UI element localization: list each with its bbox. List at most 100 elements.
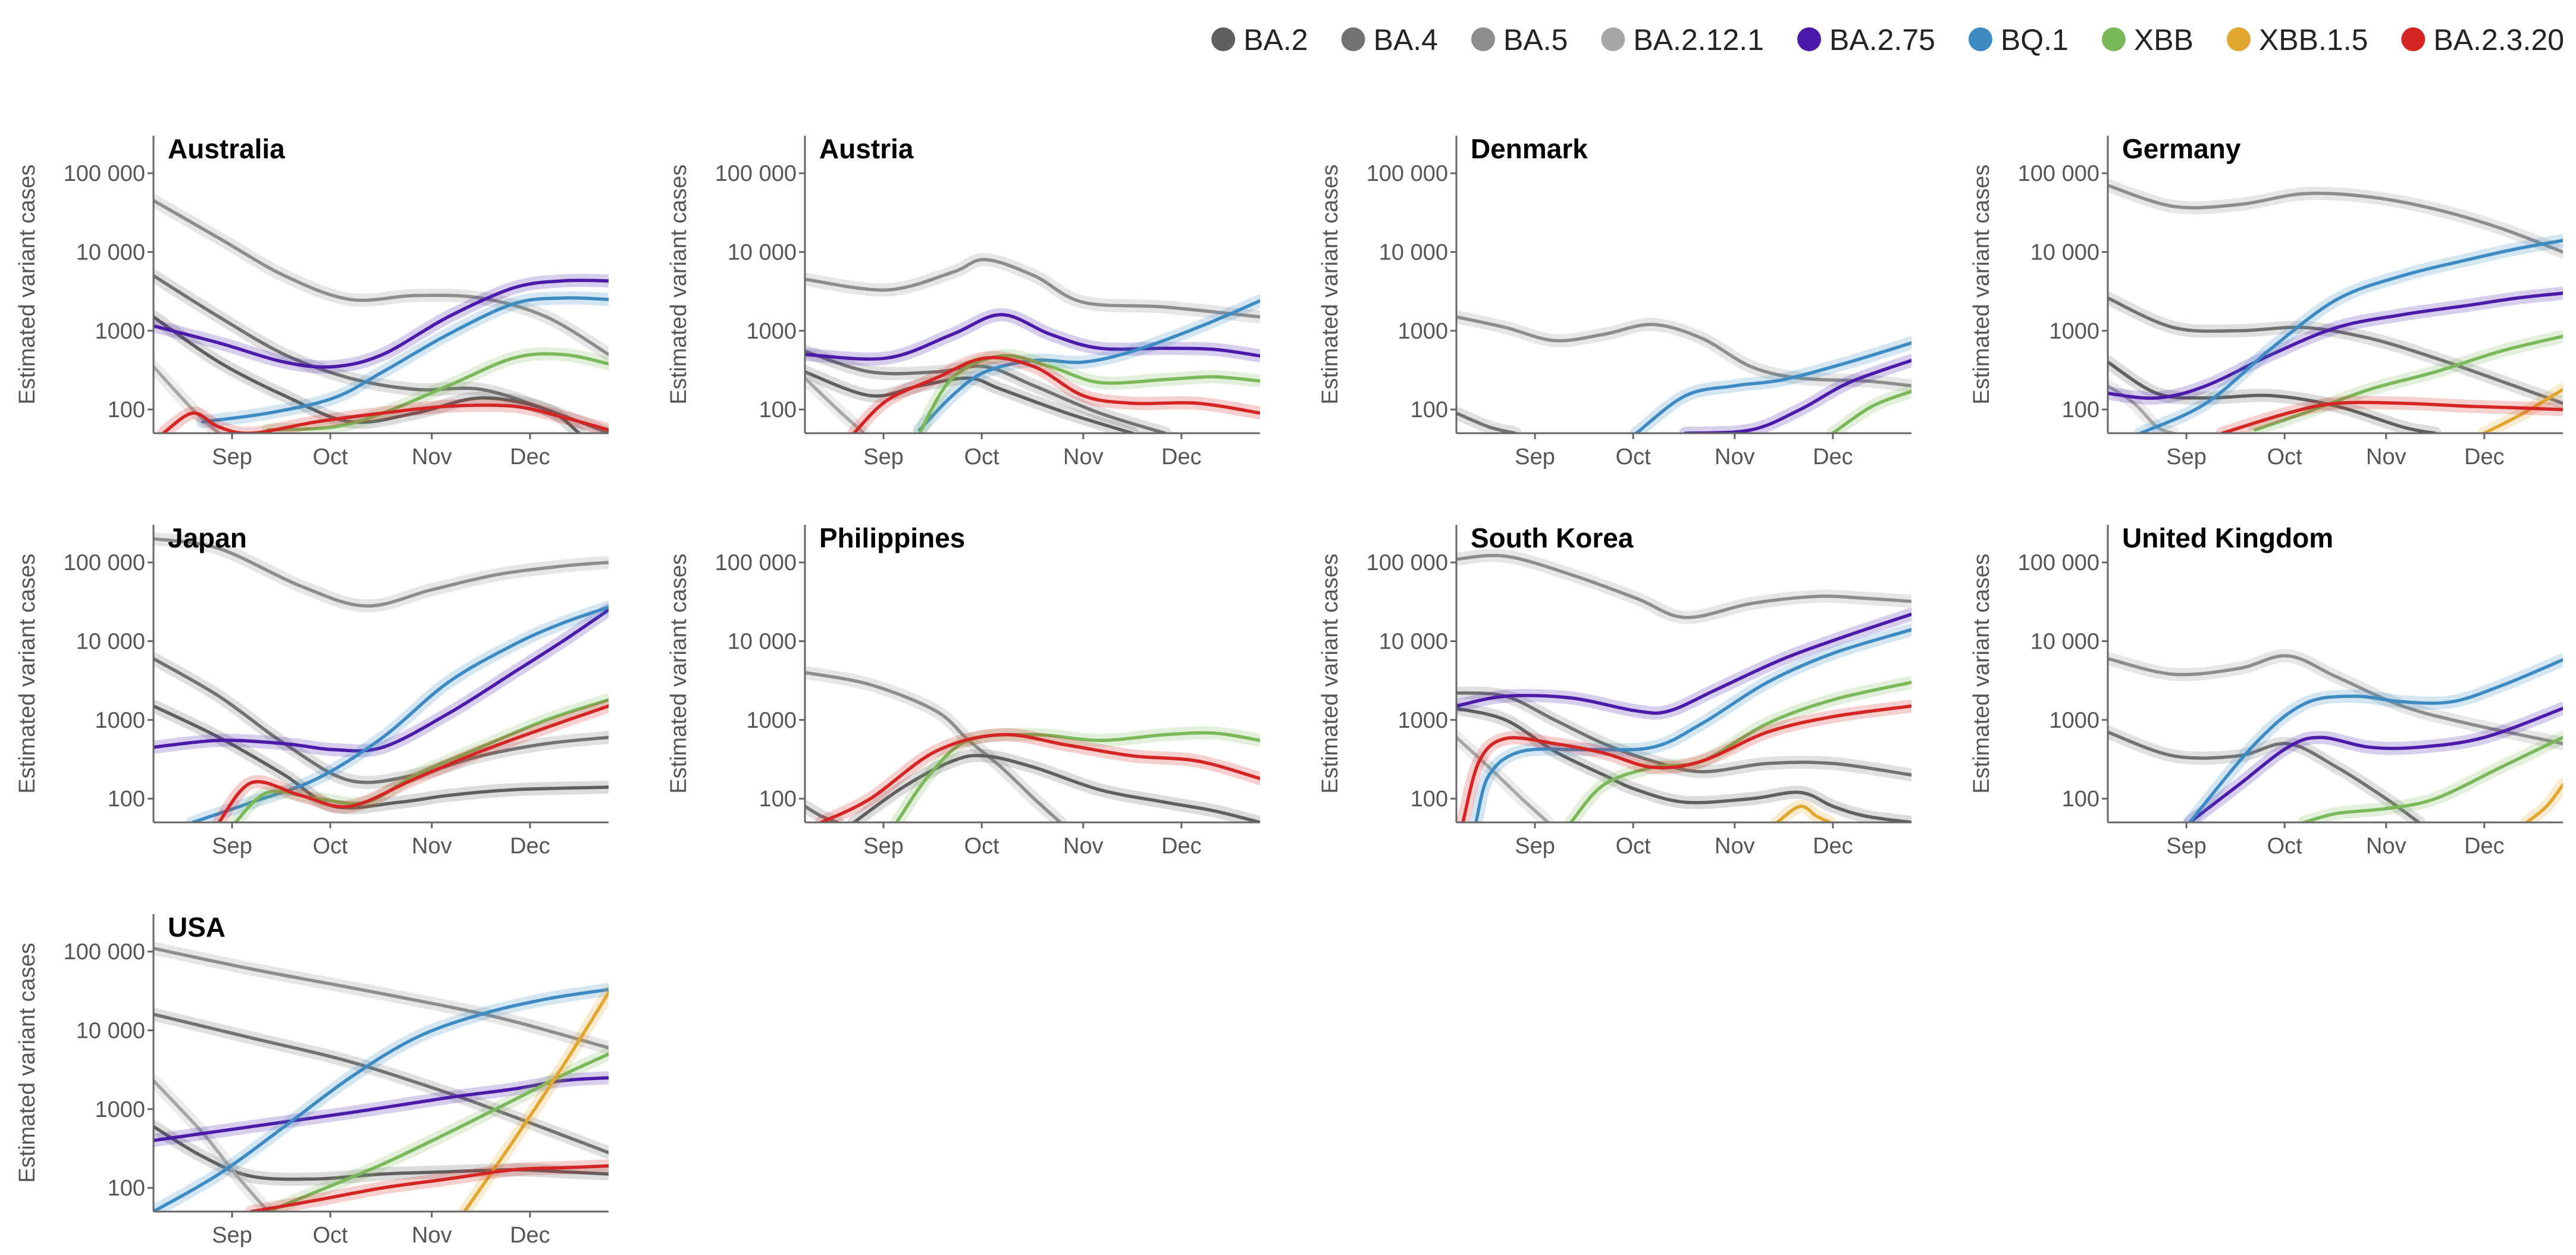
legend-label-ba-5: BA.5 xyxy=(1503,23,1568,57)
y-tick-label: 100 xyxy=(1411,398,1448,422)
series-line-bq-1 xyxy=(200,296,609,424)
series-group xyxy=(153,194,609,433)
x-tick-label: Sep xyxy=(2166,834,2207,859)
x-tick-label: Oct xyxy=(1616,834,1651,859)
series-line-ba-2-3-20 xyxy=(2220,400,2563,433)
series-line-ba-4 xyxy=(805,349,1167,433)
series-line-ba-2-3-20 xyxy=(217,704,609,822)
series-group xyxy=(805,253,1260,433)
series-line-ba-5 xyxy=(153,199,609,356)
x-tick-label: Sep xyxy=(2166,445,2207,470)
x-tick-label: Oct xyxy=(313,445,349,470)
x-tick-label: Sep xyxy=(1515,445,1555,470)
series-line-ba-2-12-1 xyxy=(1456,736,1550,822)
legend-label-xbb-1-5: XBB.1.5 xyxy=(2259,23,2368,57)
x-tick-label: Nov xyxy=(2366,834,2406,859)
x-tick-label: Nov xyxy=(1715,445,1755,470)
x-tick-label: Nov xyxy=(2366,445,2406,470)
y-tick-label: 100 000 xyxy=(1367,550,1448,575)
panel-japan: 100 1000 10 000 100 000 Sep Oct Nov Dec Estimate… xyxy=(15,522,609,859)
series-line-xbb xyxy=(1831,389,1911,433)
panel-germany: 100 1000 10 000 100 000 Sep Oct Nov Dec Estimate… xyxy=(1969,133,2563,470)
panel-usa: 100 1000 10 000 100 000 Sep Oct Nov Dec Estimate… xyxy=(15,912,609,1248)
legend-label-ba-4: BA.4 xyxy=(1374,23,1438,57)
series-line-ba-2 xyxy=(2108,360,2437,433)
legend-swatch-xbb xyxy=(2101,27,2126,51)
series-group xyxy=(2108,649,2563,822)
legend-label-ba-2-12-1: BA.2.12.1 xyxy=(1633,23,1764,57)
series-line-ba-2-3-20 xyxy=(250,1164,609,1212)
y-tick-label: 100 xyxy=(1411,787,1448,812)
x-tick-label: Dec xyxy=(510,445,550,470)
x-tick-label: Sep xyxy=(212,1223,252,1248)
y-tick-label: 100 000 xyxy=(715,550,797,575)
series-line-ba-2-12-1 xyxy=(153,1079,270,1212)
x-tick-label: Nov xyxy=(412,445,452,470)
series-line-ba-2 xyxy=(1456,706,1911,822)
series-line-ba-4 xyxy=(2108,296,2563,405)
legend-swatch-xbb-1-5 xyxy=(2226,27,2251,51)
panel-south-korea: 100 1000 10 000 100 000 Sep Oct Nov Dec Estimate… xyxy=(1318,522,1911,859)
panel-australia: 100 1000 10 000 100 000 Sep Oct Nov Dec Estimate… xyxy=(15,133,609,470)
y-tick-label: 1000 xyxy=(95,708,145,733)
y-tick-label: 100 000 xyxy=(64,940,145,965)
series-line-ba-5 xyxy=(805,258,1260,319)
y-axis-title: Estimated variant cases xyxy=(1318,553,1343,793)
series-line-ba-2-75 xyxy=(153,278,609,369)
series-line-ba-4 xyxy=(1456,691,1911,777)
series-line-bq-1 xyxy=(153,988,609,1212)
series-line-bq-1 xyxy=(2139,239,2563,433)
legend-item-ba-2-3-20: BA.2.3.20 xyxy=(2401,23,2564,57)
x-tick-label: Oct xyxy=(2267,445,2303,470)
y-tick-label: 100 xyxy=(759,787,797,812)
series-line-ba-4 xyxy=(153,657,609,784)
y-tick-label: 1000 xyxy=(2049,708,2099,733)
legend-item-bq-1: BQ.1 xyxy=(1968,23,2069,57)
legend-label-bq-1: BQ.1 xyxy=(2001,23,2069,57)
panel-title: South Korea xyxy=(1471,522,1634,553)
y-tick-label: 100 000 xyxy=(64,161,145,186)
series-line-ba-4 xyxy=(1456,411,1517,433)
y-tick-label: 10 000 xyxy=(728,240,797,265)
series-line-ba-5 xyxy=(805,671,1063,822)
series-line-xbb xyxy=(233,698,609,822)
y-tick-label: 100 xyxy=(108,787,145,812)
series-group xyxy=(2108,179,2563,433)
series-line-ba-2-75 xyxy=(153,608,609,753)
y-tick-label: 100 xyxy=(108,1176,145,1201)
series-line-ba-2 xyxy=(153,1125,609,1181)
legend-item-xbb-1-5: XBB.1.5 xyxy=(2226,23,2368,57)
legend-swatch-bq-1 xyxy=(1968,27,1992,51)
x-tick-label: Oct xyxy=(313,1223,349,1248)
series-line-ba-5 xyxy=(2108,183,2563,254)
y-tick-label: 1000 xyxy=(95,1097,145,1122)
y-tick-label: 10 000 xyxy=(2030,629,2099,654)
x-tick-label: Oct xyxy=(964,445,1000,470)
x-tick-label: Sep xyxy=(212,445,252,470)
x-tick-label: Nov xyxy=(412,1223,452,1248)
panel-title: USA xyxy=(168,912,225,943)
x-tick-label: Sep xyxy=(863,834,904,859)
chart-legend: BA.2 BA.4 BA.5 BA.2.12.1 BA.2.75 BQ.1 XBB XBB.1… xyxy=(970,13,2564,67)
x-tick-label: Dec xyxy=(1813,834,1853,859)
y-axis-title: Estimated variant cases xyxy=(15,164,40,404)
legend-label-xbb: XBB xyxy=(2134,23,2193,57)
series-line-ba-2 xyxy=(852,753,1260,822)
y-tick-label: 100 xyxy=(2062,787,2099,812)
series-line-ba-2-75 xyxy=(2188,706,2563,822)
x-tick-label: Nov xyxy=(1063,445,1104,470)
panel-title: United Kingdom xyxy=(2122,522,2333,553)
series-line-ba-5 xyxy=(153,537,609,608)
legend-swatch-ba-2-3-20 xyxy=(2401,27,2425,51)
y-tick-label: 100 xyxy=(2062,398,2099,422)
series-line-ba-2-12-1 xyxy=(153,365,221,433)
y-tick-label: 1000 xyxy=(746,708,797,733)
y-axis-title: Estimated variant cases xyxy=(15,943,40,1182)
y-tick-label: 100 000 xyxy=(715,161,797,186)
legend-svg: BA.2 BA.4 BA.5 BA.2.12.1 BA.2.75 BQ.1 XBB XBB.1… xyxy=(1211,23,2564,57)
legend-item-ba-2-75: BA.2.75 xyxy=(1797,23,1935,57)
y-tick-label: 100 000 xyxy=(64,550,145,575)
x-tick-label: Nov xyxy=(1063,834,1104,859)
series-line-xbb xyxy=(895,731,1260,822)
